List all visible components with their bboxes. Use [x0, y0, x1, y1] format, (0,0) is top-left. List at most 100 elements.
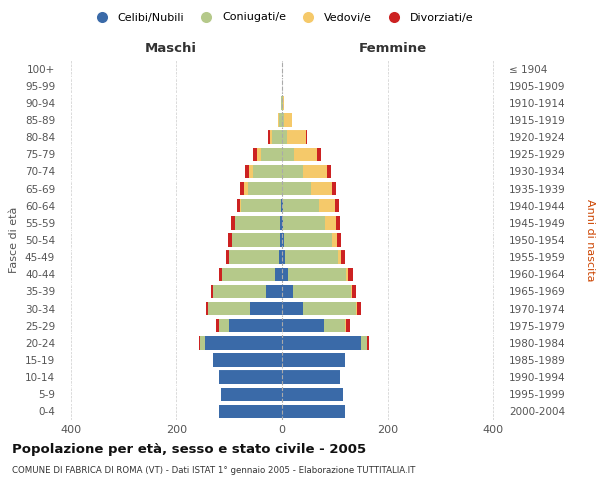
Bar — [282, 216, 283, 230]
Bar — [282, 336, 361, 349]
Bar — [270, 130, 272, 144]
Bar — [231, 216, 235, 230]
Bar — [367, 336, 368, 349]
Text: Maschi: Maschi — [145, 42, 197, 55]
Bar — [282, 164, 303, 178]
Bar — [280, 250, 282, 264]
Bar — [356, 302, 357, 316]
Bar — [293, 148, 317, 161]
Bar — [337, 234, 341, 246]
Bar — [200, 336, 205, 349]
Bar — [306, 130, 307, 144]
Bar — [282, 370, 340, 384]
Bar — [218, 404, 282, 418]
Bar — [280, 234, 282, 246]
Bar — [282, 234, 284, 246]
Bar — [336, 216, 340, 230]
Bar — [244, 182, 248, 196]
Bar — [218, 319, 229, 332]
Bar — [229, 250, 280, 264]
Bar — [287, 130, 306, 144]
Bar — [283, 199, 319, 212]
Bar — [284, 114, 292, 126]
Bar — [218, 370, 282, 384]
Bar — [282, 148, 293, 161]
Bar — [221, 388, 282, 401]
Bar — [261, 148, 282, 161]
Bar — [361, 336, 367, 349]
Bar — [341, 250, 345, 264]
Bar — [282, 130, 287, 144]
Bar — [275, 268, 282, 281]
Bar — [280, 114, 282, 126]
Bar — [229, 319, 282, 332]
Bar — [199, 336, 200, 349]
Bar — [327, 164, 331, 178]
Bar — [346, 319, 350, 332]
Bar — [249, 164, 253, 178]
Bar — [250, 302, 282, 316]
Bar — [282, 319, 324, 332]
Bar — [325, 216, 336, 230]
Bar — [311, 182, 332, 196]
Legend: Celibi/Nubili, Coniugati/e, Vedovi/e, Divorziati/e: Celibi/Nubili, Coniugati/e, Vedovi/e, Di… — [86, 8, 478, 27]
Bar — [335, 199, 339, 212]
Bar — [319, 199, 335, 212]
Bar — [282, 182, 311, 196]
Bar — [285, 250, 338, 264]
Bar — [213, 354, 282, 366]
Bar — [226, 250, 229, 264]
Bar — [348, 268, 353, 281]
Bar — [293, 284, 351, 298]
Bar — [235, 216, 280, 230]
Bar — [240, 199, 241, 212]
Bar — [289, 268, 346, 281]
Bar — [324, 319, 346, 332]
Bar — [217, 319, 218, 332]
Bar — [206, 302, 208, 316]
Bar — [303, 302, 356, 316]
Bar — [283, 216, 325, 230]
Bar — [317, 148, 320, 161]
Bar — [332, 234, 337, 246]
Bar — [257, 148, 261, 161]
Bar — [338, 250, 341, 264]
Bar — [282, 114, 284, 126]
Bar — [332, 182, 337, 196]
Bar — [282, 96, 283, 110]
Bar — [268, 130, 270, 144]
Text: Femmine: Femmine — [359, 42, 427, 55]
Bar — [253, 164, 282, 178]
Bar — [282, 404, 346, 418]
Bar — [357, 302, 361, 316]
Bar — [303, 164, 327, 178]
Bar — [282, 354, 346, 366]
Bar — [281, 199, 282, 212]
Bar — [346, 268, 348, 281]
Bar — [248, 182, 282, 196]
Y-axis label: Anni di nascita: Anni di nascita — [585, 198, 595, 281]
Bar — [272, 130, 282, 144]
Bar — [281, 96, 282, 110]
Bar — [278, 114, 280, 126]
Bar — [205, 336, 282, 349]
Bar — [282, 250, 285, 264]
Bar — [211, 284, 213, 298]
Bar — [227, 234, 232, 246]
Bar — [253, 148, 257, 161]
Text: COMUNE DI FABRICA DI ROMA (VT) - Dati ISTAT 1° gennaio 2005 - Elaborazione TUTTI: COMUNE DI FABRICA DI ROMA (VT) - Dati IS… — [12, 466, 415, 475]
Bar — [245, 164, 249, 178]
Bar — [282, 268, 289, 281]
Text: Popolazione per età, sesso e stato civile - 2005: Popolazione per età, sesso e stato civil… — [12, 442, 366, 456]
Bar — [213, 284, 266, 298]
Bar — [266, 284, 282, 298]
Bar — [218, 268, 222, 281]
Bar — [284, 234, 332, 246]
Bar — [283, 96, 284, 110]
Bar — [222, 268, 275, 281]
Bar — [241, 199, 281, 212]
Bar — [208, 302, 250, 316]
Bar — [237, 199, 240, 212]
Bar — [282, 388, 343, 401]
Bar — [280, 216, 282, 230]
